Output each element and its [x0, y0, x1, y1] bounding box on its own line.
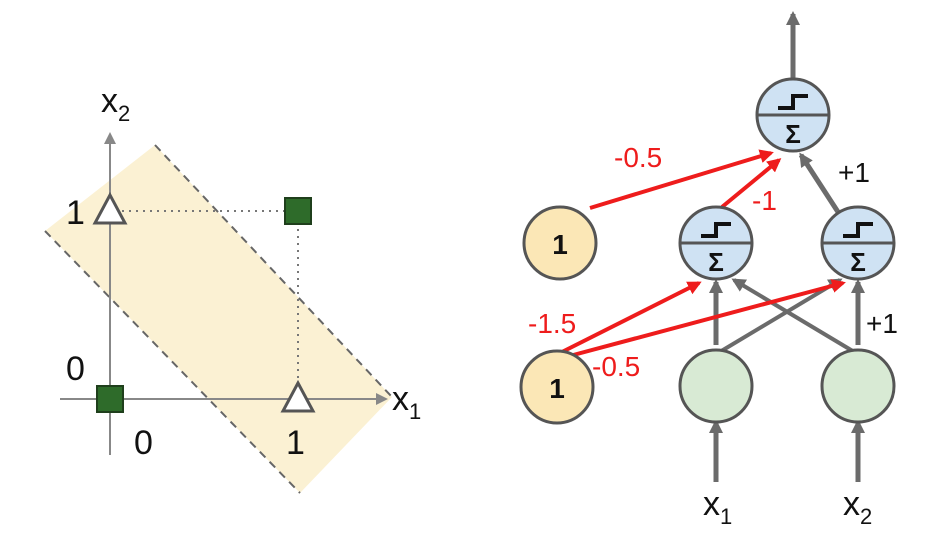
- step-icon: [843, 222, 873, 238]
- weight-h2-output: +1: [838, 157, 870, 188]
- edge-x2-h1: [731, 278, 858, 355]
- bias-node-bottom: 1: [519, 349, 595, 425]
- edge-x1-h2: [716, 278, 843, 355]
- input-node-x2: [820, 348, 896, 424]
- tlu-output: Σ: [755, 77, 831, 153]
- step-icon: [778, 94, 808, 110]
- tlu-hidden-1: Σ: [678, 205, 754, 281]
- sigma-symbol: Σ: [850, 247, 866, 277]
- y-tick-1: 1: [66, 194, 85, 232]
- bias-node-top: 1: [522, 205, 598, 281]
- band-upper-edge: [154, 144, 393, 398]
- edge-bias-h1: [555, 281, 702, 357]
- step-icon: [701, 222, 731, 238]
- x2-axis-label: x2: [101, 82, 130, 126]
- input-label-x1: x1: [703, 485, 732, 529]
- x1-axis-label: x1: [392, 380, 421, 424]
- band-lower-edge: [44, 230, 301, 494]
- weight-bias-output: -0.5: [614, 142, 662, 173]
- weight-h1-output: -1: [752, 185, 777, 216]
- xor-network: 1 1 Σ Σ Σ -0.5 -1 +1: [519, 11, 898, 529]
- x-tick-1: 1: [286, 424, 305, 462]
- edge-bias-h2: [561, 279, 846, 360]
- weight-bias-h1: -1.5: [528, 308, 576, 339]
- sigma-symbol: Σ: [708, 247, 724, 277]
- bias-node-top-label: 1: [552, 229, 568, 260]
- decision-band: [45, 145, 392, 493]
- weight-bias-h2: -0.5: [592, 351, 640, 382]
- edge-bias-output: [589, 149, 774, 210]
- plot-points: [92, 191, 316, 413]
- weight-x2-h2: +1: [866, 308, 898, 339]
- y-tick-0: 0: [66, 350, 85, 388]
- xor-plot: x2 x1 1 0 0 1: [44, 82, 421, 494]
- tlu-hidden-2: Σ: [820, 205, 896, 281]
- input-label-x2: x2: [843, 485, 872, 529]
- input-node-x1: [678, 348, 754, 424]
- edge-h1-output: [720, 158, 782, 209]
- point-triangle-0-1: [92, 191, 128, 225]
- point-square-1-1: [284, 197, 312, 225]
- bias-node-bottom-label: 1: [549, 373, 565, 404]
- edge-h2-output: [798, 152, 841, 214]
- point-triangle-1-0: [280, 379, 316, 413]
- sigma-symbol: Σ: [785, 119, 801, 149]
- x-tick-0: 0: [134, 424, 153, 462]
- point-square-0-0: [96, 385, 124, 413]
